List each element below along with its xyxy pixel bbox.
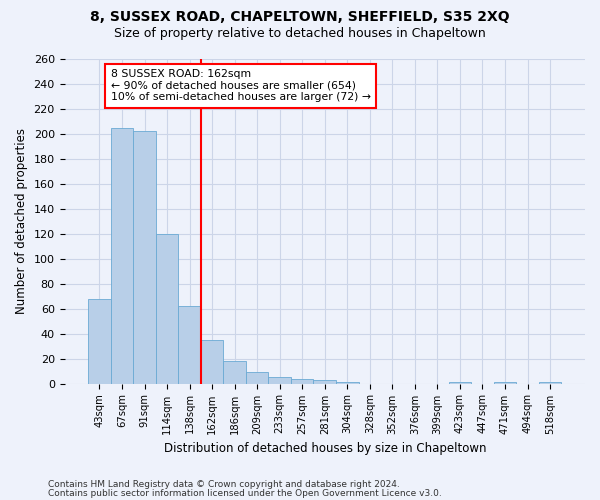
Y-axis label: Number of detached properties: Number of detached properties <box>15 128 28 314</box>
Text: 8, SUSSEX ROAD, CHAPELTOWN, SHEFFIELD, S35 2XQ: 8, SUSSEX ROAD, CHAPELTOWN, SHEFFIELD, S… <box>90 10 510 24</box>
X-axis label: Distribution of detached houses by size in Chapeltown: Distribution of detached houses by size … <box>164 442 486 455</box>
Bar <box>223 361 246 384</box>
Bar <box>449 382 471 384</box>
Text: Size of property relative to detached houses in Chapeltown: Size of property relative to detached ho… <box>114 28 486 40</box>
Bar <box>336 382 359 384</box>
Bar <box>201 340 223 384</box>
Bar <box>133 132 156 384</box>
Bar <box>111 128 133 384</box>
Text: Contains HM Land Registry data © Crown copyright and database right 2024.: Contains HM Land Registry data © Crown c… <box>48 480 400 489</box>
Bar <box>246 372 268 384</box>
Bar <box>88 298 111 384</box>
Bar <box>291 378 313 384</box>
Text: 8 SUSSEX ROAD: 162sqm
← 90% of detached houses are smaller (654)
10% of semi-det: 8 SUSSEX ROAD: 162sqm ← 90% of detached … <box>111 69 371 102</box>
Bar <box>268 378 291 384</box>
Bar <box>539 382 562 384</box>
Bar <box>494 382 516 384</box>
Text: Contains public sector information licensed under the Open Government Licence v3: Contains public sector information licen… <box>48 488 442 498</box>
Bar <box>178 306 201 384</box>
Bar <box>156 234 178 384</box>
Bar <box>313 380 336 384</box>
